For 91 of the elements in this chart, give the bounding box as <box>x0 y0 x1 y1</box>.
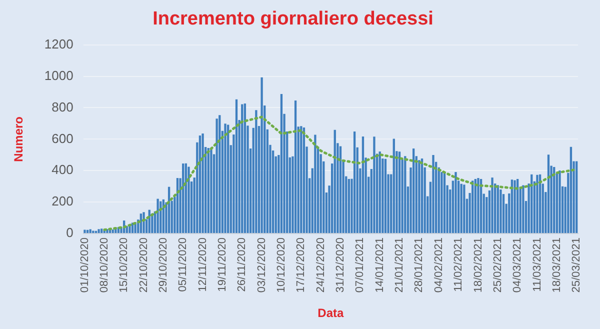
x-tick-label: 19/11/2020 <box>216 238 228 292</box>
bar <box>334 130 336 234</box>
bar <box>207 148 210 234</box>
bar <box>255 110 258 234</box>
bar <box>353 131 356 234</box>
bar <box>378 151 381 234</box>
bar <box>558 170 561 234</box>
bar <box>241 104 244 234</box>
x-tick-label: 04/03/2021 <box>512 238 524 293</box>
bar <box>392 138 395 234</box>
bar <box>463 184 466 234</box>
bar <box>516 178 519 234</box>
bar <box>412 148 415 234</box>
bar <box>570 146 572 234</box>
x-tick-label: 25/02/2021 <box>492 238 504 293</box>
bar <box>210 148 212 234</box>
bar <box>226 124 230 234</box>
bar <box>98 229 100 234</box>
x-tick-label: 18/02/2021 <box>472 238 484 293</box>
x-tick-label: 11/03/2021 <box>531 238 544 292</box>
bar <box>339 146 342 234</box>
bar <box>112 229 114 234</box>
bar <box>432 155 434 234</box>
x-tick-label: 10/12/2020 <box>276 238 288 293</box>
bar <box>314 134 316 234</box>
bar <box>514 180 516 234</box>
x-tick-label: 15/10/2020 <box>118 238 130 293</box>
bar <box>302 128 306 234</box>
x-tick-label: 24/12/2020 <box>314 238 327 293</box>
bar <box>443 172 446 234</box>
bar <box>216 118 218 234</box>
bar <box>460 184 462 234</box>
bar <box>156 198 159 234</box>
x-tick-label: 08/10/2020 <box>98 238 110 293</box>
bar <box>224 124 226 234</box>
y-tick-label: 800 <box>52 99 74 114</box>
y-tick-label: 0 <box>66 225 74 240</box>
bar <box>300 126 302 234</box>
bar <box>198 136 202 234</box>
bar <box>398 152 401 234</box>
x-tick-label: 12/11/2020 <box>196 238 209 292</box>
bar <box>280 94 283 234</box>
y-tick-label: 1000 <box>44 68 74 83</box>
x-tick-label: 25/03/2021 <box>570 238 583 293</box>
bar <box>404 156 406 234</box>
bar <box>477 178 480 234</box>
bar <box>420 158 424 234</box>
bar <box>547 154 550 234</box>
y-tick-label: 200 <box>52 194 74 209</box>
x-tick-label: 17/12/2020 <box>295 238 308 293</box>
bar <box>348 178 350 234</box>
y-tick-label: 1200 <box>44 36 74 52</box>
bar <box>576 161 578 234</box>
bar <box>244 103 246 234</box>
bar <box>496 185 499 234</box>
bar <box>294 100 297 234</box>
x-tick-label: 07/01/2021 <box>354 238 366 293</box>
x-tick-label: 22/10/2020 <box>138 238 150 293</box>
x-tick-label: 03/12/2020 <box>256 238 268 293</box>
chart-title: Incremento giornaliero decessi <box>152 8 434 30</box>
x-tick-label: 14/01/2021 <box>374 238 386 293</box>
x-tick-label: 01/10/2020 <box>78 238 91 293</box>
x-tick-label: 11/02/2021 <box>452 238 465 292</box>
bar <box>384 158 387 234</box>
bar <box>362 136 364 234</box>
bar <box>454 172 457 234</box>
x-tick-label: 05/11/2020 <box>177 238 190 292</box>
y-tick-label: 600 <box>52 130 74 146</box>
x-tick-label: 29/10/2020 <box>157 238 170 293</box>
x-tick-label: 21/01/2021 <box>394 238 406 293</box>
bar <box>100 228 103 234</box>
bar <box>202 134 204 234</box>
y-axis-title: Numero <box>12 116 26 162</box>
x-tick-label: 04/02/2021 <box>432 238 445 293</box>
x-tick-label: 28/01/2021 <box>413 238 426 293</box>
x-tick-label: 31/12/2020 <box>334 238 347 293</box>
bar <box>418 160 420 234</box>
bar <box>92 230 94 234</box>
bar <box>260 77 263 234</box>
x-axis-title: Data <box>318 306 344 320</box>
bar <box>536 174 538 234</box>
bar <box>373 136 376 234</box>
bar <box>522 185 524 234</box>
x-tick-label: 18/03/2021 <box>550 238 563 293</box>
bar <box>235 99 238 234</box>
y-tick-label: 400 <box>52 162 74 178</box>
x-tick-label: 26/11/2020 <box>236 238 248 292</box>
bar <box>84 230 86 234</box>
bar <box>491 178 494 234</box>
bar <box>218 115 221 234</box>
bar <box>188 166 190 234</box>
